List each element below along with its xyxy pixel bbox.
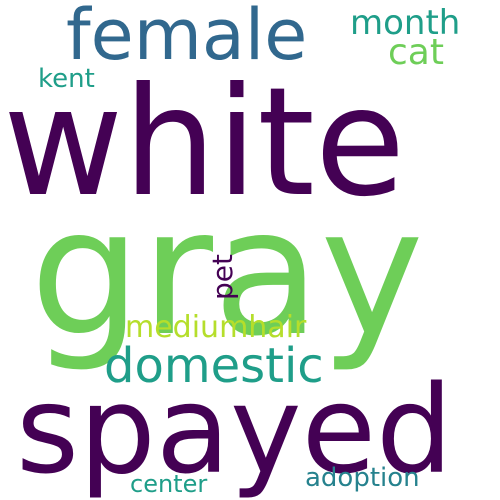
word-spayed: spayed <box>16 360 453 500</box>
word-female: female <box>66 0 308 76</box>
word-gray: gray <box>30 172 424 375</box>
word-adoption: adoption <box>305 463 420 493</box>
word-domestic: domestic <box>104 338 324 394</box>
word-white: white <box>3 56 406 230</box>
word-mediumhair: mediumhair <box>125 310 307 345</box>
word-center: center <box>130 470 208 498</box>
word-pet: pet <box>206 254 239 300</box>
word-kent: kent <box>38 64 95 94</box>
word-month: month <box>350 3 461 43</box>
word-cat: cat <box>388 32 444 73</box>
